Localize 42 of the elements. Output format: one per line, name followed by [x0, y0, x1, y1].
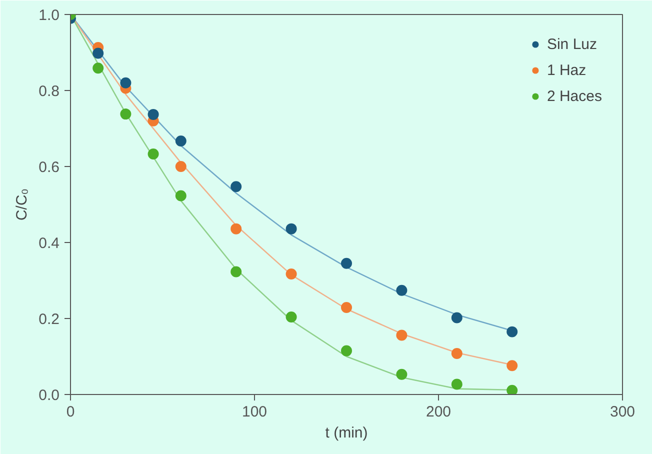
point — [451, 312, 462, 324]
y-tick-label: 0.2 — [38, 311, 60, 328]
point — [230, 181, 242, 192]
point — [506, 326, 518, 338]
y-tick-label: 0.0 — [38, 387, 60, 404]
point — [506, 384, 518, 394]
point — [396, 368, 408, 380]
x-tick-label: 0 — [66, 404, 75, 420]
point — [175, 136, 186, 147]
point — [286, 223, 297, 234]
point — [451, 348, 462, 359]
point — [175, 161, 186, 172]
point — [506, 360, 518, 372]
point — [230, 266, 242, 278]
y-tick-label: 1.0 — [38, 7, 60, 24]
point — [341, 258, 352, 269]
y-tick-label: 0.8 — [38, 83, 60, 100]
y-tick-label: 0.6 — [38, 159, 60, 176]
point — [341, 345, 352, 356]
y-tick-label: 0.4 — [38, 235, 60, 252]
legend-label: Sin Luz — [546, 36, 598, 52]
x-axis-title: t (min) — [325, 424, 368, 442]
point — [148, 108, 159, 120]
point — [175, 190, 186, 202]
y-axis-title: C/C₀ — [14, 188, 31, 221]
legend-label: 2 Haces — [546, 88, 602, 104]
point — [120, 77, 132, 88]
point — [148, 148, 159, 160]
point — [92, 48, 104, 59]
point — [230, 223, 242, 234]
point — [92, 62, 104, 74]
point — [286, 268, 297, 280]
point — [341, 302, 352, 313]
point — [396, 284, 408, 296]
x-tick-label: 200 — [426, 404, 452, 420]
x-tick-label: 300 — [610, 404, 636, 420]
point — [451, 378, 462, 390]
legend-label: 1 Haz — [546, 62, 586, 78]
point — [396, 330, 408, 341]
point — [120, 108, 132, 120]
x-tick-label: 100 — [242, 404, 268, 420]
point — [286, 311, 297, 322]
